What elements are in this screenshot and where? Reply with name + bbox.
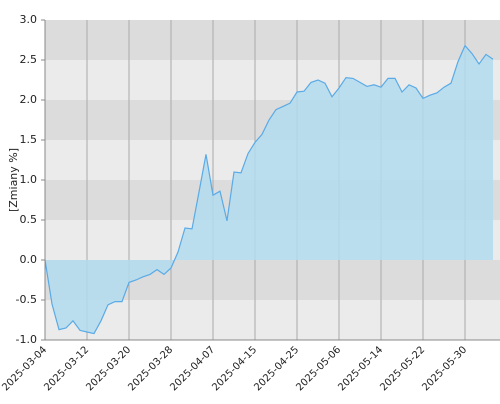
band xyxy=(45,60,500,100)
y-tick-label: 2.5 xyxy=(20,53,38,66)
band xyxy=(45,20,500,60)
y-tick-label: 1.5 xyxy=(20,133,38,146)
y-axis-label: [Zmiany %] xyxy=(7,148,20,212)
y-tick-label: 2.0 xyxy=(20,93,38,106)
x-tick-label: 2025-05-30 xyxy=(420,344,469,393)
band xyxy=(45,300,500,340)
y-tick-label: 0.0 xyxy=(20,253,38,266)
area xyxy=(45,45,493,334)
line xyxy=(44,44,494,335)
y-tick-label: 1.0 xyxy=(20,173,38,186)
y-tick-label: -1.0 xyxy=(16,333,37,346)
y-tick-label: 3.0 xyxy=(20,13,38,26)
y-tick-label: -0.5 xyxy=(16,293,37,306)
y-tick-label: 0.5 xyxy=(20,213,38,226)
